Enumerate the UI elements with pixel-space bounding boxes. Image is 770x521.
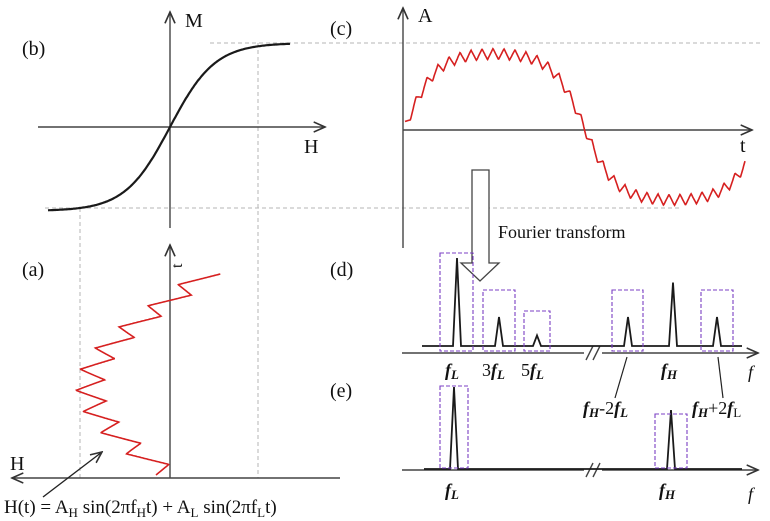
spectrum-e <box>402 385 758 478</box>
panel-c-axes <box>403 8 752 248</box>
fourier-transform-label: Fourier transform <box>498 222 625 242</box>
axis-label-m: M <box>185 10 203 32</box>
axis-label-h-b: H <box>304 136 318 158</box>
signal-a <box>75 273 221 476</box>
spectrum-d-axis <box>402 345 758 361</box>
panel-b-axes <box>38 12 325 228</box>
axis-label-f-d: f <box>748 362 756 382</box>
freq-label-5fL: 5fL <box>521 360 544 382</box>
panel-label-c: (c) <box>330 18 352 40</box>
spectrum-d-line <box>422 257 742 347</box>
fourier-arrow <box>459 169 501 282</box>
equation: H(t) = AH sin(2πfHt) + AL sin(2πfLt) <box>4 497 277 520</box>
signal-c <box>404 47 746 207</box>
axis-label-h-a: H <box>10 453 24 475</box>
axis-label-a: A <box>418 5 433 27</box>
panel-label-d: (d) <box>330 259 353 281</box>
panel-label-e: (e) <box>330 380 352 402</box>
freq-label-fH-e: fH <box>659 480 676 502</box>
spectrum-e-boxes <box>439 385 688 469</box>
panel-a-axes <box>12 245 340 478</box>
freq-label-fH+2fL: fH+2fL <box>692 398 741 420</box>
freq-label-fH-2fL: fH-2fL <box>583 398 628 420</box>
equation-arrow <box>42 452 102 498</box>
panel-label-b: (b) <box>22 38 45 60</box>
spectrum-e-axis <box>402 462 758 478</box>
spectrum-d <box>402 252 758 361</box>
freq-label-fL-d: fL <box>445 360 459 382</box>
freq-label-3fL: 3fL <box>482 360 505 382</box>
magnetization-curve <box>47 42 291 212</box>
spectrum-d-boxes <box>439 252 734 352</box>
freq-label-fH-d: fH <box>661 360 678 382</box>
leader-lines <box>614 356 724 399</box>
axis-label-f-e: f <box>748 484 756 504</box>
guide-lines <box>45 42 762 478</box>
freq-label-fL-e: fL <box>445 480 459 502</box>
spectrum-e-line <box>424 386 742 470</box>
axis-label-t-c: t <box>740 135 746 157</box>
axis-label-t-a: t <box>169 263 186 268</box>
panel-label-a: (a) <box>22 259 44 281</box>
